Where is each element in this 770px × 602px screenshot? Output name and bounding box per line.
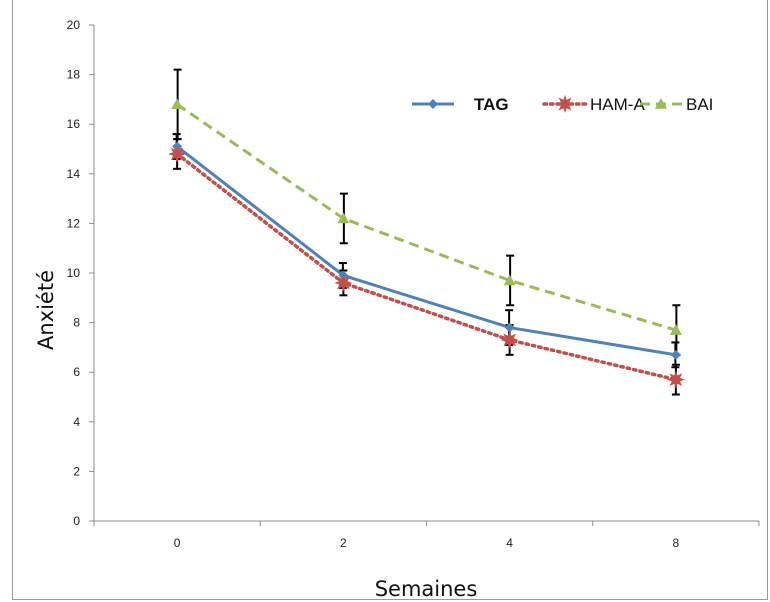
axes <box>89 24 760 526</box>
data-point-ham-a <box>334 273 353 292</box>
series-line-ham-a <box>175 152 678 382</box>
data-point-bai <box>503 274 516 286</box>
x-tick-label: 0 <box>174 536 181 550</box>
y-tick-label: 12 <box>67 216 81 230</box>
x-axis-label: Semaines <box>375 577 478 601</box>
legend-marker-bai <box>655 98 667 109</box>
x-tick-label: 2 <box>340 536 347 550</box>
y-tick-label: 18 <box>67 68 81 82</box>
y-tick-label: 14 <box>67 167 81 181</box>
y-axis-label: Anxiété <box>34 270 58 350</box>
y-tick-label: 0 <box>73 514 80 528</box>
legend-label-ham-a: HAM-A <box>590 95 645 114</box>
data-point-bai <box>337 212 350 224</box>
y-tick-label: 2 <box>73 464 80 478</box>
legend-marker-ham-a <box>556 95 574 113</box>
data-point-tag <box>670 349 681 360</box>
legend: TAG HAM-A BAI <box>412 95 713 114</box>
y-tick-label: 4 <box>73 415 80 429</box>
series-line-bai <box>176 103 677 332</box>
x-tick-labels: 0 2 4 8 <box>174 536 680 550</box>
series-line-tag <box>176 145 677 357</box>
y-tick-label: 8 <box>73 316 80 330</box>
legend-label-bai: BAI <box>686 95 713 114</box>
data-point-ham-a <box>666 370 685 389</box>
y-tick-labels: 0 2 4 6 8 10 12 14 16 18 20 <box>67 18 81 528</box>
data-point-ham-a <box>500 331 519 349</box>
data-point-ham-a <box>168 145 187 163</box>
y-tick-label: 10 <box>67 266 81 280</box>
x-tick-label: 8 <box>673 536 680 550</box>
data-point-bai <box>171 98 184 110</box>
y-tick-label: 16 <box>67 117 81 131</box>
y-tick-label: 20 <box>67 18 81 32</box>
legend-marker-tag <box>428 99 438 109</box>
y-tick-label: 6 <box>73 365 80 379</box>
data-point-bai <box>669 324 682 335</box>
x-tick-label: 4 <box>506 536 513 550</box>
series-layer <box>175 103 678 382</box>
legend-label-tag: TAG <box>474 95 509 114</box>
data-point-tag <box>504 322 515 333</box>
markers-layer <box>168 98 685 389</box>
error-bars-layer <box>172 68 681 396</box>
